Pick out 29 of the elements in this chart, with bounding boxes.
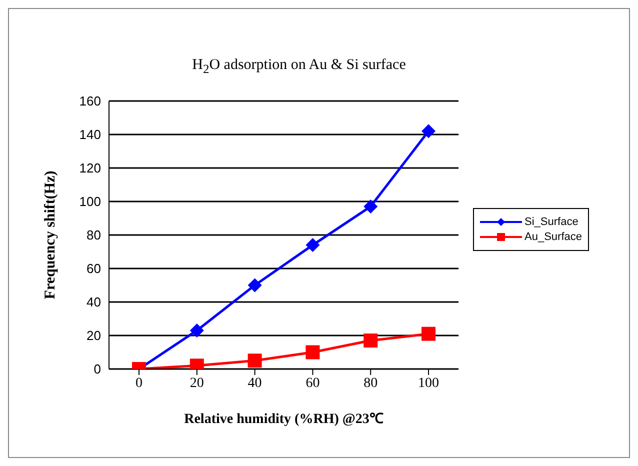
point (422, 326, 436, 341)
point (190, 323, 204, 338)
y-tick-label: 60 (86, 261, 101, 276)
x-tick-label: 80 (364, 376, 378, 391)
point (364, 334, 378, 348)
y-tick-label: 0 (94, 362, 101, 377)
y-tick-label: 120 (79, 160, 101, 176)
y-tick-label: 100 (79, 194, 101, 210)
point (422, 124, 436, 138)
legend-label: Si_Surface (524, 216, 578, 228)
y-axis-title: Frequency shift(Hz) (42, 170, 58, 300)
x-tick-label: 60 (306, 376, 320, 391)
legend-label: Au_Surface (524, 230, 582, 242)
x-tick-label: 0 (136, 376, 142, 391)
point (248, 354, 262, 368)
point (248, 278, 262, 292)
chart-title: H$_{2}$O adsorption on Au & Si surface (191, 57, 407, 77)
y-tick-label: 40 (86, 294, 101, 310)
point (306, 238, 320, 252)
y-tick-label: 80 (86, 228, 101, 243)
y-tick-label: 140 (79, 127, 101, 142)
y-tick-label: 160 (79, 94, 101, 109)
y-tick-label: 20 (86, 328, 101, 344)
x-axis-title: Relative humidity (%RH) @23℃ (184, 412, 384, 427)
x-tick-label: 20 (190, 376, 204, 391)
x-tick-label: 40 (248, 376, 262, 391)
x-tick-label: 100 (418, 376, 440, 391)
point (306, 345, 320, 360)
point (364, 200, 378, 214)
